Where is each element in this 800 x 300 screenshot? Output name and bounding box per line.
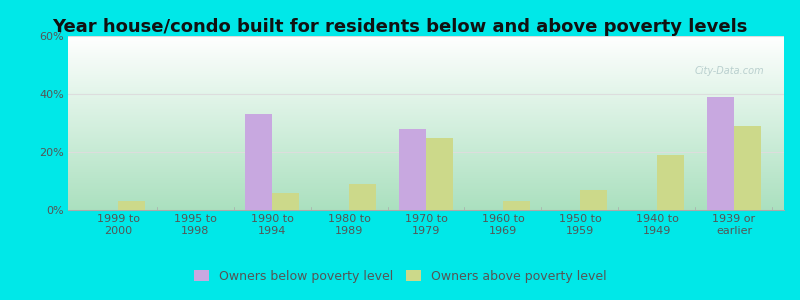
Text: City-Data.com: City-Data.com [694, 66, 764, 76]
Bar [426, 137, 453, 210]
Bar [734, 126, 761, 210]
Text: Year house/condo built for residents below and above poverty levels: Year house/condo built for residents bel… [52, 18, 748, 36]
Bar [657, 155, 684, 210]
Legend: Owners below poverty level, Owners above poverty level: Owners below poverty level, Owners above… [189, 265, 611, 288]
Bar [399, 129, 426, 210]
Bar [503, 201, 530, 210]
Bar [118, 201, 145, 210]
Bar [349, 184, 376, 210]
Bar [580, 190, 607, 210]
Bar [245, 114, 272, 210]
Bar [272, 193, 299, 210]
Bar [707, 97, 734, 210]
